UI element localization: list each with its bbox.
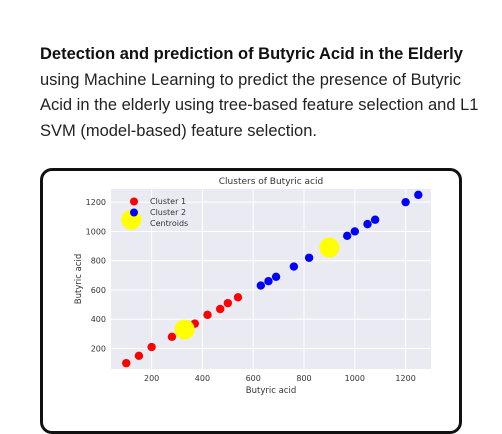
cluster-point [370,215,380,224]
data-points [121,190,423,368]
cluster-point [264,276,273,286]
cluster-point [363,219,372,229]
x-tick-label: 1200 [395,374,415,383]
legend-marker [130,219,138,228]
centroid-point [319,237,340,258]
y-tick-label: 800 [91,257,106,266]
cluster-point [167,332,177,342]
description: Detection and prediction of Butyric Acid… [40,42,480,144]
x-axis-label: Butyric acid [246,386,296,396]
cluster-point [147,342,156,352]
x-tick-label: 200 [144,374,159,383]
y-tick-label: 200 [91,345,106,354]
y-tick-label: 1000 [86,227,106,236]
tick-labels: 200 400 600 800 1000 1200 200 400 600 800 1000 1200 [86,198,416,383]
legend-label: Cluster 2 [150,208,186,217]
cluster-point [304,253,314,262]
y-tick-label: 400 [91,315,106,324]
legend-label: Cluster 1 [150,197,186,206]
cluster-point [271,272,281,282]
y-tick-label: 600 [91,286,106,295]
description-title: Detection and prediction of Butyric Acid… [40,45,463,63]
legend-label: Centroids [150,219,188,228]
chart-title: Clusters of Butyric acid [219,177,323,187]
x-tick-label: 1000 [345,374,365,383]
grid-lines [111,189,431,369]
legend-marker [130,197,138,206]
cluster-point [414,190,423,200]
x-tick-label: 600 [246,374,261,383]
legend: Cluster 1 Cluster 2 Centroids [130,197,188,228]
cluster-point [289,262,299,271]
cluster-point [256,281,266,290]
cluster-point [122,358,131,368]
description-body: using Machine Learning to predict the pr… [40,70,479,140]
cluster-point [401,197,410,207]
x-tick-label: 800 [296,374,311,383]
cluster-point [233,293,243,302]
cluster-point [223,298,233,308]
scatter-chart: 200 400 600 800 1000 1200 200 400 600 800 1000 1200… [74,177,431,396]
cluster-point [203,310,212,320]
legend-marker [130,208,138,217]
y-axis-label: Butyric acid [74,254,84,304]
x-tick-label: 400 [195,374,210,383]
y-tick-label: 1200 [86,198,106,207]
centroid-point [174,319,195,340]
cluster-point [134,351,144,361]
cluster-point [350,227,360,236]
chart-card: 200 400 600 800 1000 1200 200 400 600 800 1000 1200… [40,168,462,434]
cluster-point [216,304,225,314]
cluster-point [342,231,352,241]
